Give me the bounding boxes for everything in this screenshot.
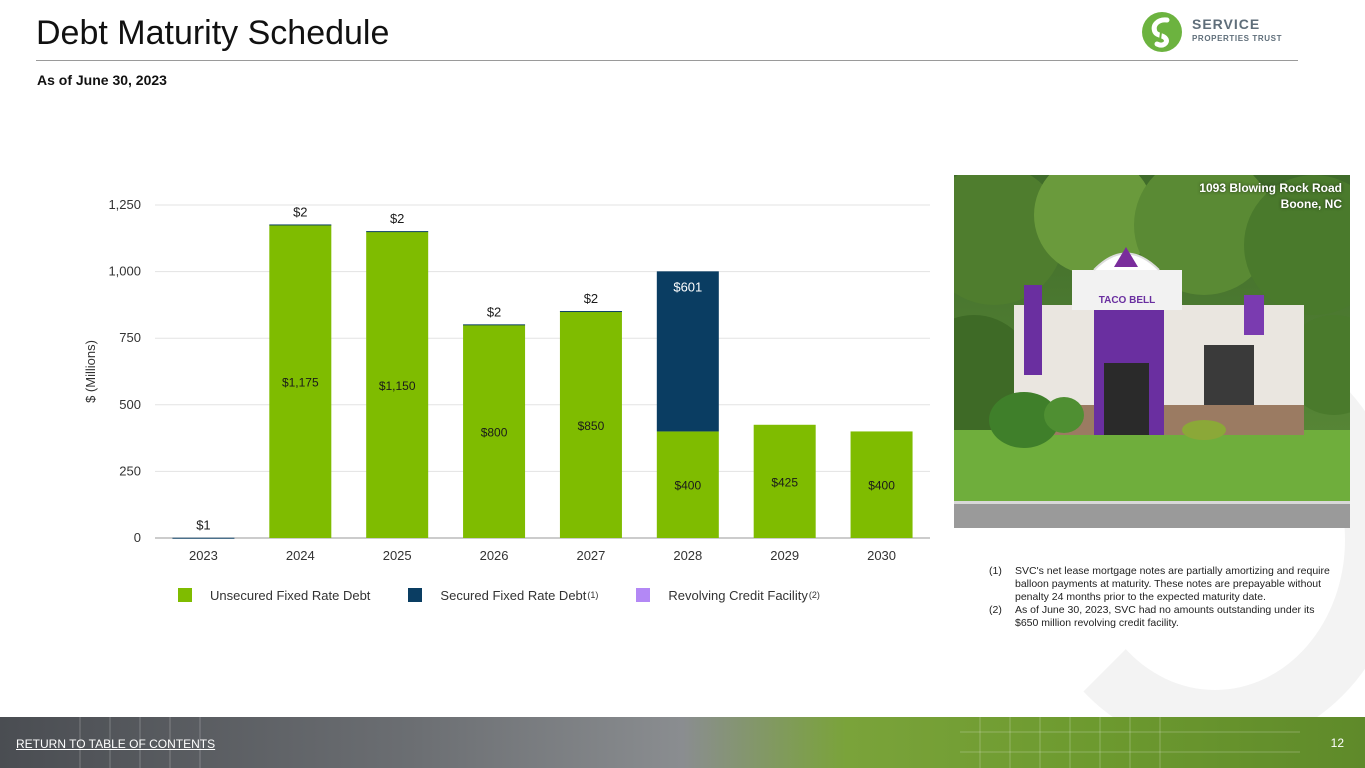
bar-top-label: $2 [487, 304, 501, 319]
legend-item-secured: Secured Fixed Rate Debt (1) [408, 588, 598, 603]
bar-top-label: $2 [584, 291, 598, 306]
y-tick-label: 1,000 [108, 264, 141, 279]
logo-mark-icon [1142, 12, 1182, 52]
legend-swatch-unsecured [178, 588, 192, 602]
logo-line-1: SERVICE [1192, 16, 1261, 32]
legend-label-revolving: Revolving Credit Facility [668, 587, 808, 603]
logo-line-2: PROPERTIES TRUST [1192, 34, 1283, 43]
footnote-1: (1) SVC's net lease mortgage notes are p… [989, 565, 1334, 604]
x-tick-label: 2026 [480, 548, 509, 563]
x-tick-label: 2023 [189, 548, 218, 563]
y-tick-label: 1,250 [108, 197, 141, 212]
footnote-2: (2) As of June 30, 2023, SVC had no amou… [989, 604, 1334, 630]
bar-inner-label: $1,175 [282, 375, 319, 389]
y-axis-label: $ (Millions) [83, 340, 98, 403]
bar-inner-label: $425 [771, 475, 798, 489]
x-tick-label: 2030 [867, 548, 896, 563]
photo-caption-city: Boone, NC [1280, 197, 1342, 211]
y-tick-label: 750 [119, 330, 141, 345]
bar-unsecured-fixed-rate-debt [753, 424, 816, 538]
x-tick-label: 2024 [286, 548, 315, 563]
photo-caption-address: 1093 Blowing Rock Road [1199, 181, 1342, 195]
legend-item-unsecured: Unsecured Fixed Rate Debt [178, 588, 370, 603]
bar-unsecured-fixed-rate-debt [463, 324, 526, 538]
taco-bell-building-image: TACO BELL [954, 175, 1350, 528]
bar-top-label: $1 [196, 518, 210, 533]
x-tick-label: 2025 [383, 548, 412, 563]
page-subtitle: As of June 30, 2023 [37, 72, 167, 88]
bar-inner-label: $400 [674, 479, 701, 493]
footnote-1-number: (1) [989, 565, 1002, 577]
legend-footnote-ref-1: (1) [587, 590, 599, 600]
chart-legend: Unsecured Fixed Rate Debt Secured Fixed … [178, 585, 858, 605]
bar-top-label: $2 [390, 211, 404, 226]
bar-unsecured-fixed-rate-debt [850, 431, 913, 538]
footnotes: (1) SVC's net lease mortgage notes are p… [989, 565, 1334, 630]
legend-label-unsecured: Unsecured Fixed Rate Debt [210, 587, 371, 603]
building-sign-text: TACO BELL [1099, 295, 1155, 306]
x-tick-label: 2029 [770, 548, 799, 563]
bar-inner-label: $800 [481, 425, 508, 439]
bar-top-label: $2 [293, 204, 307, 219]
return-to-contents-link[interactable]: RETURN TO TABLE OF CONTENTS [16, 737, 216, 751]
y-tick-label: 0 [134, 530, 141, 545]
legend-swatch-revolving [636, 588, 651, 602]
y-tick-label: 500 [119, 397, 141, 412]
bar-unsecured-fixed-rate-debt [366, 231, 429, 538]
bar-secured-fixed-rate-debt [269, 224, 332, 226]
footnote-2-text: As of June 30, 2023, SVC had no amounts … [1015, 604, 1315, 629]
footnote-2-number: (2) [989, 604, 1002, 616]
bar-inner-label: $1,150 [379, 379, 416, 393]
bar-secured-fixed-rate-debt [172, 537, 235, 539]
x-tick-label: 2028 [673, 548, 702, 563]
legend-footnote-ref-2: (2) [808, 590, 820, 600]
legend-label-secured: Secured Fixed Rate Debt [440, 587, 587, 603]
bar-secured-fixed-rate-debt [656, 271, 719, 432]
y-tick-label: 250 [119, 463, 141, 478]
property-photo: TACO BELL 1093 Blowing Rock Road Boone, … [954, 175, 1350, 528]
title-divider [36, 60, 1298, 61]
bar-secured-fixed-rate-debt [463, 324, 526, 326]
bar-secured-fixed-rate-debt [559, 311, 622, 313]
bar-unsecured-fixed-rate-debt [269, 224, 332, 539]
legend-swatch-secured [408, 588, 423, 602]
page-title: Debt Maturity Schedule [36, 14, 390, 52]
legend-item-revolving: Revolving Credit Facility (2) [636, 587, 820, 603]
page-number: 12 [1330, 736, 1344, 750]
footer-bar: RETURN TO TABLE OF CONTENTS 12 [0, 717, 1365, 768]
debt-maturity-bar-chart: 0 250 500 750 1,000 1,250 $ (Millions) $1 2023 $1… [83, 197, 930, 563]
bar-secured-fixed-rate-debt [366, 231, 429, 233]
bar-top-label: $601 [673, 279, 702, 294]
x-tick-label: 2027 [576, 548, 605, 563]
bar-unsecured-fixed-rate-debt [656, 431, 719, 538]
footnote-1-text: SVC's net lease mortgage notes are parti… [1015, 565, 1330, 603]
company-logo: SERVICE PROPERTIES TRUST [1140, 10, 1300, 54]
bar-inner-label: $400 [868, 479, 895, 493]
photo-caption: 1093 Blowing Rock Road Boone, NC [1199, 180, 1342, 212]
bar-unsecured-fixed-rate-debt [559, 311, 622, 538]
bar-inner-label: $850 [578, 419, 605, 433]
footer-building-pattern [79, 717, 1300, 768]
